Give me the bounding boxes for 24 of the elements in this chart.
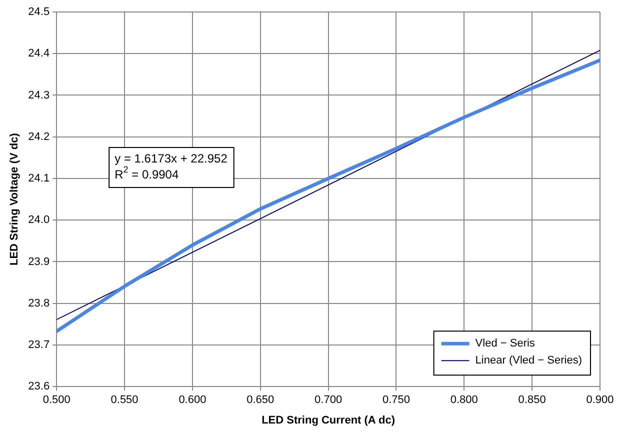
annotation: y = 1.6173x + 22.952 bbox=[114, 151, 228, 166]
y-tick-label: 24.4 bbox=[28, 48, 50, 60]
legend-label: Vled − Seris bbox=[475, 338, 536, 350]
y-tick-label: 23.8 bbox=[28, 297, 50, 310]
x-tick-label: 0.550 bbox=[110, 394, 138, 406]
y-axis-title: LED String Voltage (V dc) bbox=[8, 132, 21, 266]
y-tick-label: 24.3 bbox=[28, 89, 50, 102]
legend-label: Linear (Vled − Series) bbox=[475, 354, 582, 367]
y-tick-label: 24.0 bbox=[28, 214, 50, 226]
y-tick-label: 24.1 bbox=[28, 172, 50, 185]
x-tick-label: 0.900 bbox=[586, 394, 614, 406]
x-tick-label: 0.600 bbox=[178, 394, 206, 406]
x-axis-title: LED String Current (A dc) bbox=[262, 414, 396, 426]
x-tick-label: 0.800 bbox=[450, 394, 478, 406]
x-tick-label: 0.750 bbox=[382, 394, 410, 406]
x-tick-label: 0.850 bbox=[518, 394, 546, 406]
y-tick-label: 23.9 bbox=[28, 256, 50, 268]
x-tick-label: 0.500 bbox=[42, 394, 70, 406]
y-tick-label: 23.7 bbox=[28, 339, 50, 352]
y-tick-label: 23.6 bbox=[28, 380, 50, 393]
x-tick-label: 0.700 bbox=[314, 394, 342, 406]
y-tick-label: 24.2 bbox=[28, 130, 50, 143]
y-tick-label: 24.5 bbox=[28, 6, 50, 18]
x-tick-label: 0.650 bbox=[246, 394, 274, 406]
